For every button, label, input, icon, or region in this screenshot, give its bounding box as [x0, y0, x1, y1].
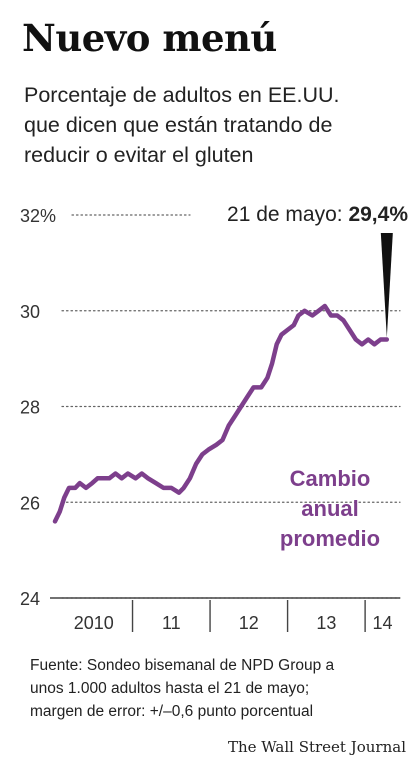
series-line-0 [52, 303, 390, 524]
source-line-3: margen de error: +/–0,6 punto porcentual [30, 703, 314, 720]
y-tick-label-32: 32% [20, 206, 56, 226]
x-tick-label-13: 13 [316, 613, 336, 633]
y-tick-label-30: 30 [20, 302, 40, 322]
publisher-credit: The Wall Street Journal [227, 738, 406, 756]
annotation-line-3: promedio [280, 526, 380, 551]
y-tick-label-26: 26 [20, 493, 40, 513]
series-layer [52, 303, 390, 524]
chart-subtitle: Porcentaje de adultos en EE.UU. que dice… [24, 80, 408, 170]
source-line-2: unos 1.000 adultos hasta el 21 de mayo; [30, 680, 310, 697]
subtitle-line-1: Porcentaje de adultos en EE.UU. [24, 83, 340, 107]
chart-annotation: Cambio anual promedio [280, 466, 380, 551]
x-axis: 2010 11 12 13 14 [50, 597, 400, 633]
x-tick-label-2010: 2010 [74, 613, 114, 633]
subtitle-line-2: que dicen que están tratando de [24, 113, 333, 137]
callout-label: 21 de mayo: 29,4% [227, 203, 408, 226]
x-tick-label-14: 14 [373, 613, 393, 633]
x-tick-label-11: 11 [162, 613, 181, 633]
y-axis-tick-labels: 32% 30 28 26 24 [20, 206, 56, 609]
y-tick-label-28: 28 [20, 398, 40, 418]
source-note: Fuente: Sondeo bisemanal de NPD Group a … [30, 654, 334, 723]
y-tick-label-24: 24 [20, 589, 40, 609]
callout-value: 29,4% [348, 203, 408, 226]
annotation-line-2: anual [301, 496, 358, 521]
chart-title: Nuevo menú [22, 16, 277, 60]
subtitle-line-3: reducir o evitar el gluten [24, 143, 254, 167]
source-line-1: Fuente: Sondeo bisemanal de NPD Group a [30, 657, 335, 674]
line-chart: 32% 30 28 26 24 2010 11 12 13 14 21 de mayo: 29,… [20, 203, 408, 633]
annotation-line-1: Cambio [290, 466, 371, 491]
callout-date: 21 de mayo: [227, 203, 348, 226]
last-value-callout: 21 de mayo: 29,4% [227, 203, 408, 338]
gridlines [61, 214, 401, 599]
x-tick-label-12: 12 [239, 613, 259, 633]
callout-pointer [380, 233, 393, 338]
